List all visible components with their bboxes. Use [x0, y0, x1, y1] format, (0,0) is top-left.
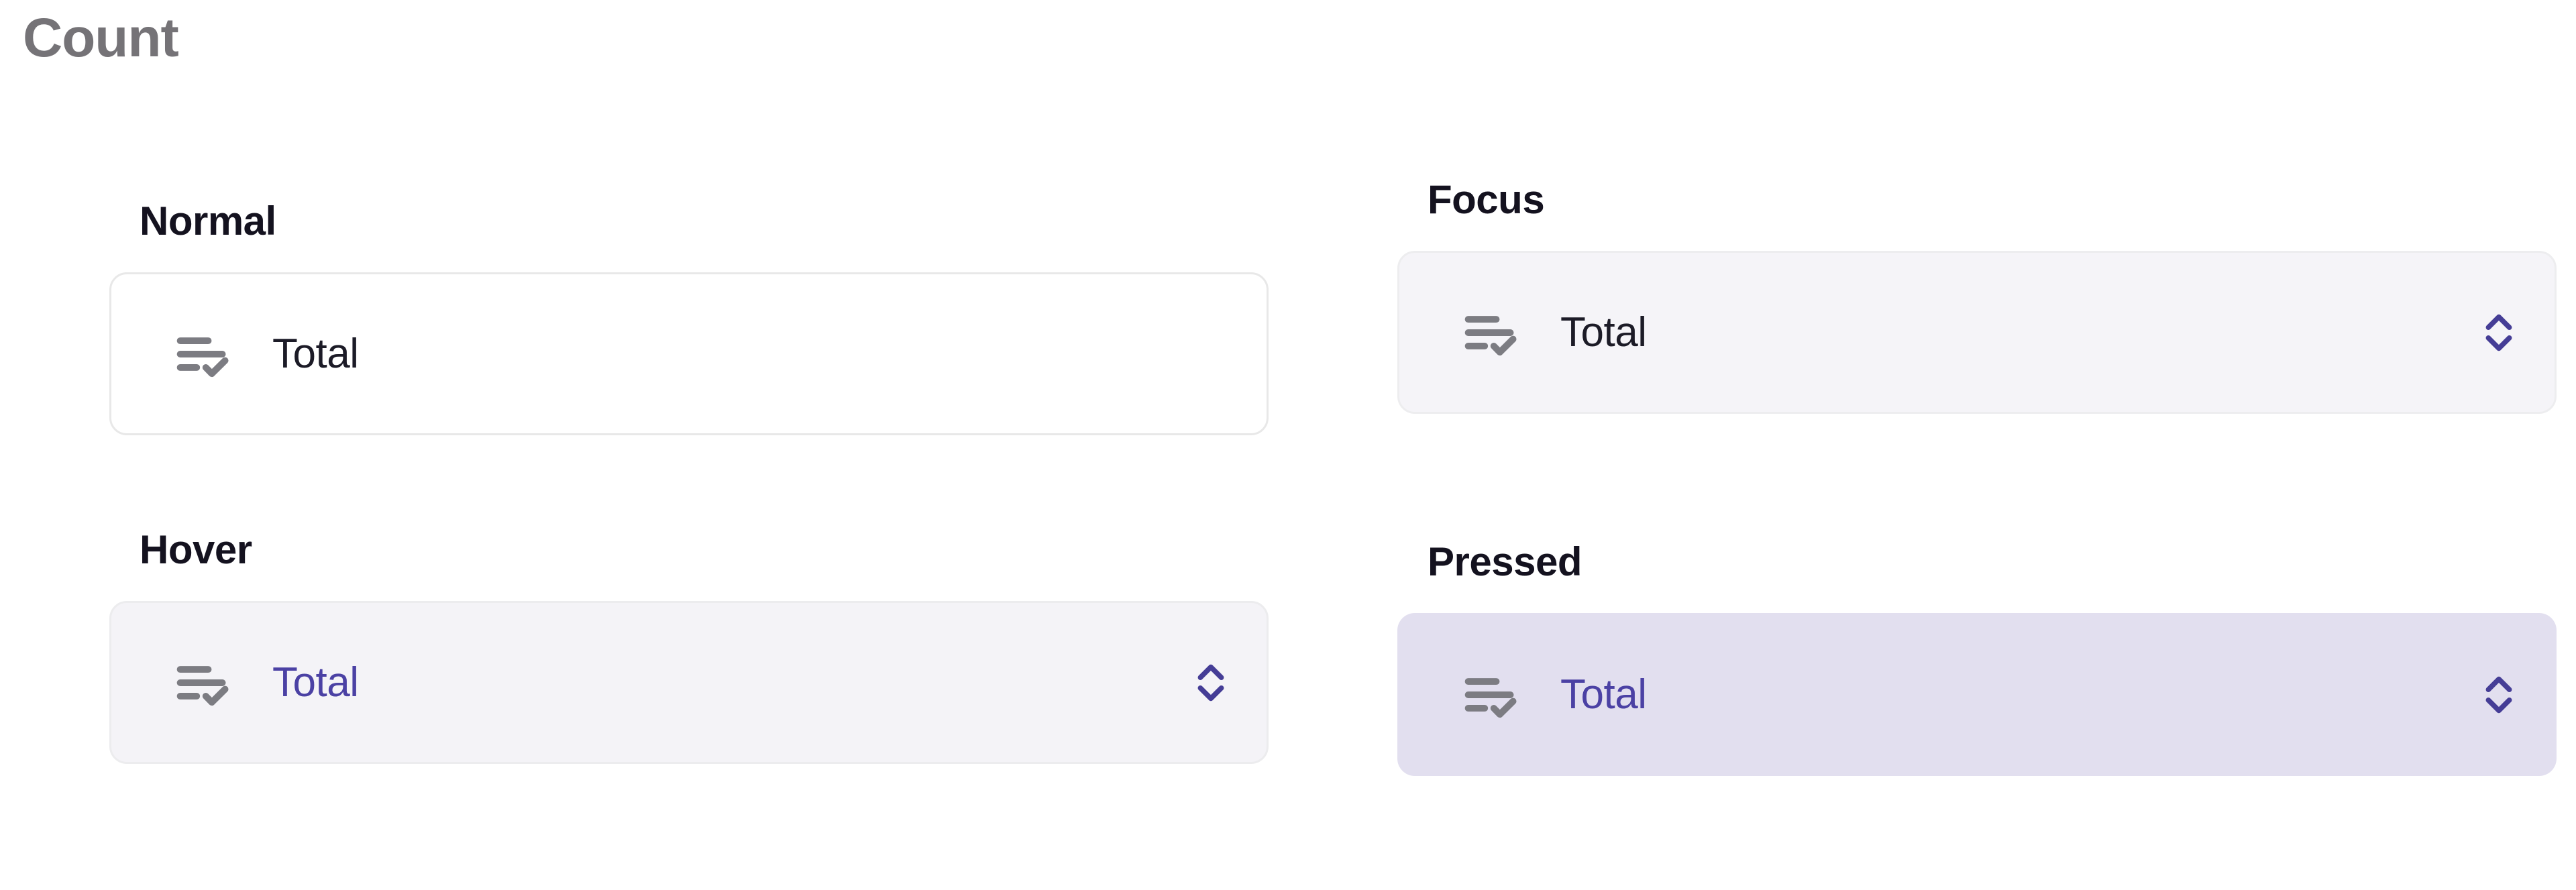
state-block-focus: Focus Total: [1397, 180, 2558, 414]
list-check-icon: [1464, 315, 1517, 355]
count-value-focus: Total: [1560, 309, 1647, 355]
count-value-pressed: Total: [1560, 671, 1647, 718]
count-select-normal[interactable]: Total: [109, 272, 1269, 435]
page-title: Count: [23, 7, 179, 68]
list-check-icon: [176, 665, 229, 706]
list-check-icon: [1464, 677, 1517, 718]
list-check-icon: [176, 337, 229, 377]
count-value-normal: Total: [272, 330, 359, 377]
state-block-hover: Hover Total: [109, 530, 1270, 764]
state-label-normal: Normal: [140, 199, 276, 243]
count-value-hover: Total: [272, 659, 359, 706]
left-column: Normal Total Hover: [67, 0, 1301, 890]
state-block-normal: Normal Total: [109, 201, 1270, 435]
state-label-pressed: Pressed: [1428, 539, 1582, 584]
right-column: Focus Total Pressed: [1355, 0, 2576, 890]
count-select-hover[interactable]: Total: [109, 601, 1269, 764]
state-block-pressed: Pressed Total: [1397, 542, 2558, 776]
chevron-up-down-icon[interactable]: [1193, 657, 1229, 708]
chevron-up-down-icon[interactable]: [2481, 307, 2517, 358]
state-label-hover: Hover: [140, 527, 252, 572]
state-label-focus: Focus: [1428, 177, 1545, 222]
count-select-pressed[interactable]: Total: [1397, 613, 2557, 776]
count-select-focus[interactable]: Total: [1397, 251, 2557, 414]
chevron-up-down-icon[interactable]: [2481, 669, 2517, 720]
